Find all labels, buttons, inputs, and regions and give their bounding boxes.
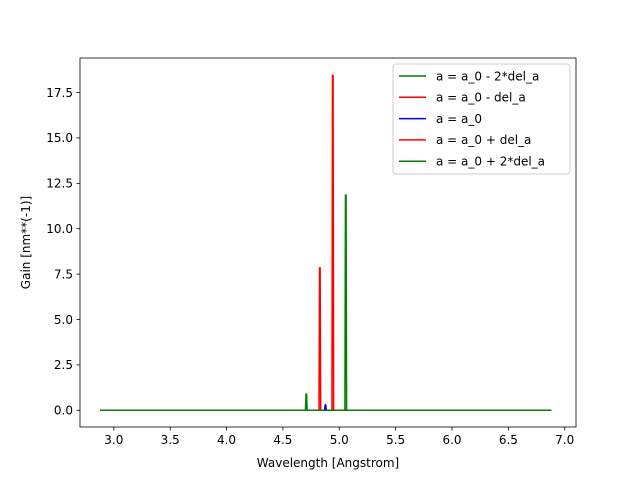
y-axis-label: Gain [nm**(-1)] — [19, 196, 33, 289]
x-tick-label: 5.0 — [330, 433, 349, 447]
y-tick-label: 5.0 — [54, 313, 73, 327]
y-tick-label: 12.5 — [46, 177, 73, 191]
x-tick-label: 6.5 — [499, 433, 518, 447]
x-tick-label: 5.5 — [386, 433, 405, 447]
x-axis-label: Wavelength [Angstrom] — [257, 456, 399, 470]
x-tick-label: 6.0 — [442, 433, 461, 447]
legend: a = a_0 - 2*del_aa = a_0 - del_aa = a_0a… — [392, 63, 571, 175]
legend-entry-label: a = a_0 — [436, 112, 482, 126]
y-axis-ticks: 0.0 2.5 5.0 7.5 10.0 12.5 15.0 17.5 — [46, 86, 80, 418]
y-tick-label: 15.0 — [46, 131, 73, 145]
x-tick-label: 3.5 — [161, 433, 180, 447]
legend-box — [392, 63, 571, 175]
plot-area — [79, 57, 577, 428]
x-tick-label: 4.0 — [217, 433, 236, 447]
y-tick-label: 7.5 — [54, 267, 73, 281]
legend-entry-label: a = a_0 + del_a — [436, 133, 531, 147]
legend-entry-label: a = a_0 + 2*del_a — [436, 155, 545, 169]
x-tick-label: 3.0 — [104, 433, 123, 447]
y-tick-label: 0.0 — [54, 404, 73, 418]
axes-frame — [79, 57, 577, 428]
legend-entry-label: a = a_0 - del_a — [436, 91, 526, 105]
y-tick-label: 17.5 — [46, 86, 73, 100]
legend-entry-label: a = a_0 - 2*del_a — [436, 69, 539, 83]
series-line-5 — [100, 194, 552, 412]
x-axis-ticks: 3.0 3.5 4.0 4.5 5.0 5.5 6.0 6.5 7.0 — [104, 427, 574, 447]
x-tick-label: 7.0 — [555, 433, 574, 447]
y-tick-label: 2.5 — [54, 358, 73, 372]
y-tick-label: 10.0 — [46, 222, 73, 236]
series-group — [100, 74, 552, 412]
x-tick-label: 4.5 — [273, 433, 292, 447]
